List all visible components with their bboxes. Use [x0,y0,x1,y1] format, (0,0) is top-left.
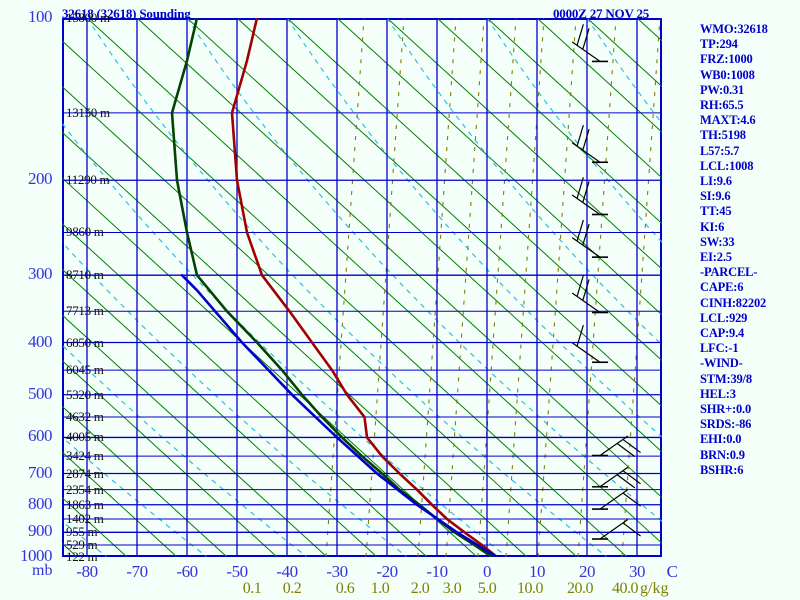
stat-maxt: MAXT:4.6 [700,113,756,128]
stat-hel: HEL:3 [700,386,736,401]
stat-rh: RH:65.5 [700,98,744,113]
height-label: 15800 m [66,10,110,25]
height-label: 122 m [66,549,98,564]
temperature-tick-30: 30 [629,562,646,581]
temperature-tick-neg20: -20 [376,562,398,581]
temperature-tick-10: 10 [529,562,546,581]
pressure-tick-800: 800 [28,493,53,513]
temperature-tick-neg10: -10 [426,562,448,581]
mixing-ratio-tick: 0.1 [242,580,262,597]
mixing-ratio-tick: 0.6 [335,580,355,597]
stat-cap: CAP:9.4 [700,326,745,341]
skewt-plot[interactable] [62,18,662,557]
stat-lcl: LCL:1008 [700,158,754,173]
height-label: 2354 m [66,481,104,497]
stat-lcl: LCL:929 [700,310,748,325]
stat-ki: KI:6 [700,219,725,234]
stat-wmo: WMO:32618 [700,22,768,36]
pressure-tick-200: 200 [28,169,53,189]
mixing-ratio-tick: 0.2 [282,580,302,597]
pressure-tick-100: 100 [28,7,53,26]
temperature-unit-label: C [666,562,678,581]
pressure-unit-label: mb [32,562,53,579]
stat-tt: TT:45 [700,204,732,219]
plot-canvas [62,18,662,557]
stat-tp: TP:294 [700,37,738,52]
stat-lfc: LFC:-1 [700,341,739,356]
stat-ehi: EHI:0.0 [700,432,742,447]
pressure-tick-300: 300 [28,264,53,284]
stat-si: SI:9.6 [700,189,731,204]
height-label: 9860 m [66,224,104,240]
stat-cape: CAPE:6 [700,280,744,295]
height-label: 8710 m [66,267,104,283]
stat-pw: PW:0.31 [700,82,745,97]
height-label: 11290 m [66,172,110,188]
height-label: 1402 m [66,510,104,526]
mixing-ratio-tick: 20.0 [567,580,594,597]
temperature-tick-neg40: -40 [276,562,298,581]
pressure-tick-600: 600 [28,426,53,446]
stat-th: TH:5198 [700,128,746,143]
stat-srds: SRDS:-86 [700,417,752,432]
height-label: 1863 m [66,496,104,512]
height-label: 4632 m [66,409,104,425]
mixing-ratio-tick: 5.0 [477,580,497,597]
mixing-ratio-tick: 1.0 [370,580,390,597]
pressure-tick-500: 500 [28,383,53,403]
temperature-tick-neg30: -30 [326,562,348,581]
stat-shr: SHR+:0.0 [700,402,752,417]
pressure-tick-900: 900 [28,521,53,541]
run-timestamp: 0000Z 27 NOV 25 [553,6,650,21]
height-label: 955 m [66,524,98,540]
stat-cinh: CINH:82202 [700,295,767,310]
height-label: 6045 m [66,362,104,378]
stat-l57: L57:5.7 [700,143,740,158]
height-label: 529 m [66,536,98,552]
stat-wind: -WIND- [700,356,743,371]
temperature-tick-neg50: -50 [226,562,248,581]
height-label: 3424 m [66,448,104,464]
stat-stm: STM:39/8 [700,371,752,386]
stat-wb0: WB0:1008 [700,67,755,82]
page-title: 32618 (32618) Sounding [62,6,191,21]
stats-panel: WMO:32618 TP:294 FRZ:1000 WB0:1008 PW:0.31 RH… [700,22,800,478]
stat-ei: EI:2.5 [700,250,732,265]
mixing-ratio-tick: 3.0 [442,580,462,597]
mixing-ratio-tick: 10.0 [517,580,544,597]
temperature-tick-20: 20 [579,562,596,581]
stat-parcel: -PARCEL- [700,265,758,280]
pressure-tick-1000: 1000 [20,546,53,565]
stat-sw: SW:33 [700,234,735,249]
stat-bshr: BSHR:6 [700,462,744,477]
height-label: 2874 m [66,465,104,481]
height-label: 6850 m [66,334,104,350]
height-label: 13150 m [66,104,110,120]
mixing-ratio-tick: 2.0 [410,580,430,597]
temperature-tick-neg70: -70 [126,562,148,581]
mixing-ratio-unit-label: g/kg [640,580,669,597]
stat-li: LI:9.6 [700,174,732,189]
stat-frz: FRZ:1000 [700,52,753,67]
temperature-tick-neg60: -60 [176,562,198,581]
temperature-tick-0: 0 [483,562,492,581]
pressure-tick-700: 700 [28,462,53,482]
mixing-ratio-tick: 40.0 [612,580,639,597]
stat-brn: BRN:0.9 [700,447,745,462]
height-label: 4005 m [66,429,104,445]
height-label: 7713 m [66,303,104,319]
height-label: 5320 m [66,386,104,402]
plot-frame [62,18,662,557]
pressure-tick-400: 400 [28,331,53,351]
temperature-tick-neg80: -80 [76,562,98,581]
